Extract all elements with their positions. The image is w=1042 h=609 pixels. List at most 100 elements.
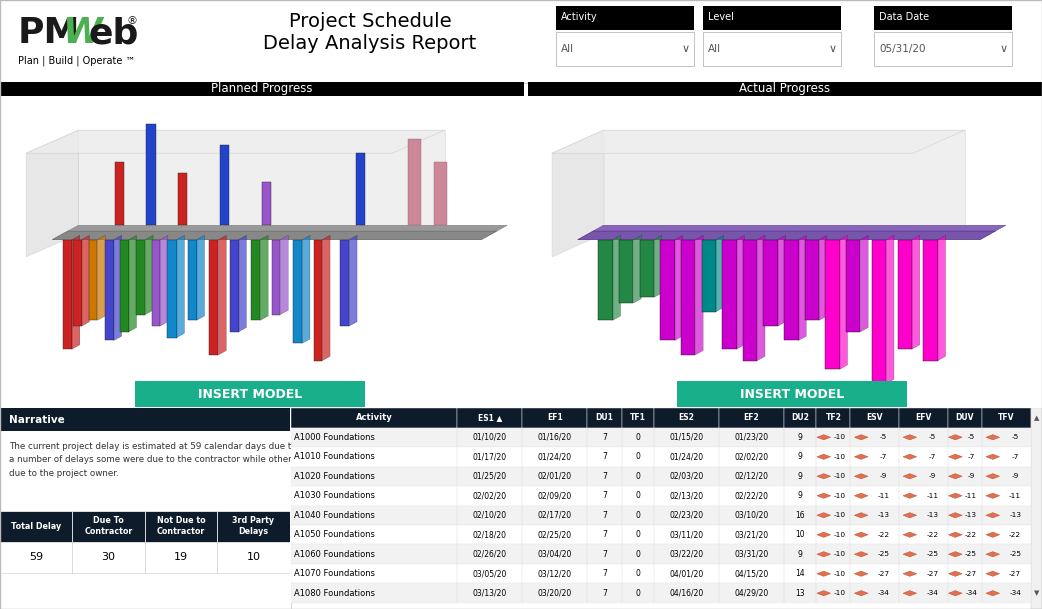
Polygon shape [986,493,999,498]
Text: TF2: TF2 [825,414,841,422]
Text: ®: ® [127,16,138,26]
Polygon shape [903,571,917,576]
Text: 0: 0 [636,433,640,442]
Polygon shape [293,240,302,343]
Polygon shape [272,240,280,314]
FancyBboxPatch shape [0,510,73,541]
Polygon shape [948,435,962,440]
Text: -25: -25 [965,551,977,557]
Polygon shape [817,513,830,518]
Text: A1080 Foundations: A1080 Foundations [294,589,375,597]
Polygon shape [63,240,72,349]
Text: 59: 59 [29,552,44,562]
Text: INSERT MODEL: INSERT MODEL [198,387,302,401]
Polygon shape [716,235,724,312]
Polygon shape [817,552,830,557]
FancyBboxPatch shape [816,408,850,428]
Polygon shape [817,435,830,440]
Polygon shape [619,240,634,303]
Polygon shape [78,130,445,234]
Text: -11: -11 [965,493,977,499]
Text: -22: -22 [965,532,977,538]
Text: 03/21/20: 03/21/20 [735,530,768,539]
Text: -9: -9 [1012,473,1019,479]
Text: 03/13/20: 03/13/20 [473,589,507,597]
Polygon shape [552,130,965,153]
Text: TF1: TF1 [629,414,646,422]
Polygon shape [128,235,137,332]
Text: -7: -7 [967,454,974,460]
Polygon shape [675,235,683,340]
Polygon shape [948,474,962,479]
Text: 02/09/20: 02/09/20 [538,491,572,500]
Polygon shape [903,552,917,557]
Polygon shape [743,240,758,361]
FancyBboxPatch shape [703,6,841,30]
Polygon shape [120,240,128,332]
Polygon shape [73,240,81,326]
Text: 9: 9 [797,452,802,461]
FancyBboxPatch shape [73,541,145,573]
Text: 02/03/20: 02/03/20 [669,472,703,481]
Text: 01/10/20: 01/10/20 [473,433,507,442]
Text: -22: -22 [877,532,890,538]
Text: -13: -13 [1009,512,1021,518]
Polygon shape [817,454,830,459]
Polygon shape [262,182,271,225]
Text: 9: 9 [797,472,802,481]
Polygon shape [349,235,357,326]
Polygon shape [948,513,962,518]
FancyBboxPatch shape [874,32,1012,66]
Text: 02/25/20: 02/25/20 [538,530,572,539]
Text: -10: -10 [834,473,845,479]
Text: -10: -10 [834,551,845,557]
Polygon shape [854,552,868,557]
Text: 7: 7 [602,433,606,442]
Text: -10: -10 [834,454,845,460]
Polygon shape [948,591,962,596]
Polygon shape [219,235,226,355]
Text: Plan | Build | Operate ™: Plan | Build | Operate ™ [18,55,135,66]
Text: -13: -13 [926,512,938,518]
Polygon shape [798,235,807,340]
Polygon shape [577,231,995,240]
Polygon shape [260,235,268,320]
Polygon shape [176,235,184,337]
Polygon shape [758,235,765,361]
Text: -10: -10 [834,532,845,538]
Text: All: All [708,44,721,54]
Text: 0: 0 [636,511,640,519]
FancyBboxPatch shape [291,447,1031,466]
Polygon shape [314,240,322,361]
FancyBboxPatch shape [659,379,925,409]
Polygon shape [189,240,197,320]
Polygon shape [152,240,160,326]
Text: The current project delay is estimated at 59 calendar days due to
a number of de: The current project delay is estimated a… [8,442,296,477]
Polygon shape [302,235,309,343]
Polygon shape [854,513,868,518]
Polygon shape [854,454,868,459]
Polygon shape [634,235,641,303]
FancyBboxPatch shape [703,32,841,66]
Polygon shape [97,235,105,320]
FancyBboxPatch shape [784,408,816,428]
Polygon shape [854,493,868,498]
Polygon shape [903,454,917,459]
Polygon shape [903,513,917,518]
Text: 10: 10 [247,552,260,562]
Text: 13: 13 [795,589,804,597]
FancyBboxPatch shape [588,408,621,428]
Polygon shape [178,174,188,225]
Polygon shape [887,235,894,384]
Text: All: All [561,44,574,54]
Text: -34: -34 [877,590,890,596]
Text: 03/22/20: 03/22/20 [669,550,703,558]
Text: -5: -5 [1012,434,1019,440]
Polygon shape [986,552,999,557]
FancyBboxPatch shape [899,408,948,428]
Text: 9: 9 [797,550,802,558]
Text: 02/01/20: 02/01/20 [538,472,572,481]
Text: -10: -10 [834,512,845,518]
FancyBboxPatch shape [291,544,1031,564]
Polygon shape [280,235,289,314]
